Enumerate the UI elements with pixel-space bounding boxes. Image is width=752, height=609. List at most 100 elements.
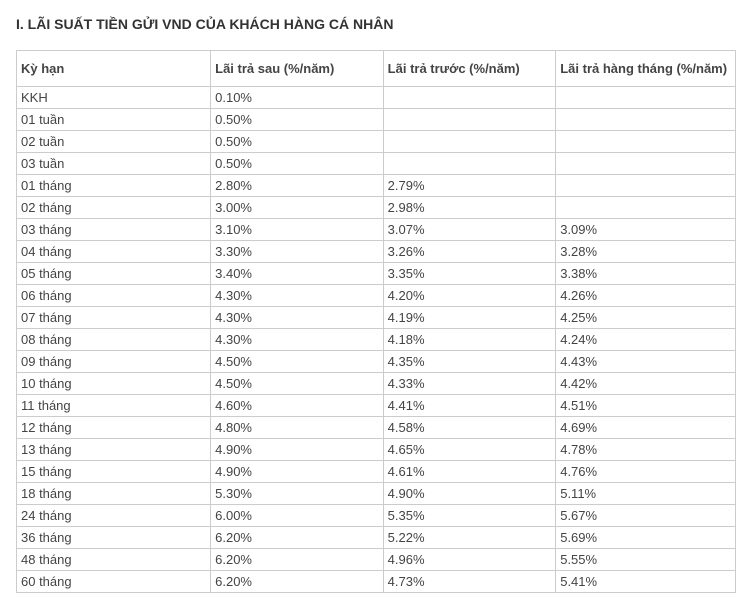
table-row: 02 tuần0.50%	[17, 131, 736, 153]
table-cell: 2.98%	[383, 197, 556, 219]
table-cell: 09 tháng	[17, 351, 211, 373]
table-row: 03 tuần0.50%	[17, 153, 736, 175]
table-cell: 04 tháng	[17, 241, 211, 263]
table-cell: 02 tuần	[17, 131, 211, 153]
table-cell: 12 tháng	[17, 417, 211, 439]
table-cell	[556, 109, 736, 131]
table-cell: 03 tuần	[17, 153, 211, 175]
table-cell: 4.30%	[211, 307, 384, 329]
table-cell: 5.41%	[556, 571, 736, 593]
col-header-rate-before: Lãi trả trước (%/năm)	[383, 51, 556, 87]
table-cell: 2.80%	[211, 175, 384, 197]
table-row: 01 tháng2.80%2.79%	[17, 175, 736, 197]
table-cell: 4.78%	[556, 439, 736, 461]
table-cell: 0.50%	[211, 153, 384, 175]
col-header-term: Kỳ hạn	[17, 51, 211, 87]
table-row: 08 tháng4.30%4.18%4.24%	[17, 329, 736, 351]
table-cell	[556, 175, 736, 197]
table-row: 24 tháng6.00%5.35%5.67%	[17, 505, 736, 527]
table-cell: 5.22%	[383, 527, 556, 549]
table-cell: 4.33%	[383, 373, 556, 395]
table-cell	[383, 153, 556, 175]
table-header-row: Kỳ hạn Lãi trả sau (%/năm) Lãi trả trước…	[17, 51, 736, 87]
table-cell: 4.90%	[211, 461, 384, 483]
table-cell: 4.25%	[556, 307, 736, 329]
table-cell: 4.69%	[556, 417, 736, 439]
table-row: 18 tháng5.30%4.90%5.11%	[17, 483, 736, 505]
table-row: 03 tháng3.10%3.07%3.09%	[17, 219, 736, 241]
table-cell: 0.10%	[211, 87, 384, 109]
table-cell: 5.67%	[556, 505, 736, 527]
table-row: 04 tháng3.30%3.26%3.28%	[17, 241, 736, 263]
table-cell: 4.90%	[383, 483, 556, 505]
table-row: 48 tháng6.20%4.96%5.55%	[17, 549, 736, 571]
table-cell: 01 tháng	[17, 175, 211, 197]
table-cell	[556, 153, 736, 175]
table-cell	[556, 131, 736, 153]
table-cell: KKH	[17, 87, 211, 109]
table-cell: 24 tháng	[17, 505, 211, 527]
table-cell: 18 tháng	[17, 483, 211, 505]
table-cell: 3.28%	[556, 241, 736, 263]
table-cell: 08 tháng	[17, 329, 211, 351]
table-cell: 4.96%	[383, 549, 556, 571]
table-cell: 15 tháng	[17, 461, 211, 483]
table-cell: 4.76%	[556, 461, 736, 483]
table-cell: 3.10%	[211, 219, 384, 241]
table-cell: 4.58%	[383, 417, 556, 439]
table-cell: 4.30%	[211, 329, 384, 351]
table-cell: 4.50%	[211, 351, 384, 373]
col-header-rate-after: Lãi trả sau (%/năm)	[211, 51, 384, 87]
table-cell: 4.20%	[383, 285, 556, 307]
table-cell: 5.35%	[383, 505, 556, 527]
table-cell: 01 tuần	[17, 109, 211, 131]
table-cell	[383, 131, 556, 153]
table-cell: 5.11%	[556, 483, 736, 505]
table-cell: 5.30%	[211, 483, 384, 505]
table-cell: 48 tháng	[17, 549, 211, 571]
table-cell: 4.42%	[556, 373, 736, 395]
table-cell: 3.40%	[211, 263, 384, 285]
table-cell: 3.38%	[556, 263, 736, 285]
table-cell	[556, 197, 736, 219]
table-cell: 3.35%	[383, 263, 556, 285]
table-cell: 4.73%	[383, 571, 556, 593]
table-cell: 6.00%	[211, 505, 384, 527]
table-cell: 10 tháng	[17, 373, 211, 395]
interest-rate-table: Kỳ hạn Lãi trả sau (%/năm) Lãi trả trước…	[16, 50, 736, 593]
table-cell: 0.50%	[211, 131, 384, 153]
table-cell: 36 tháng	[17, 527, 211, 549]
table-cell: 06 tháng	[17, 285, 211, 307]
table-cell: 11 tháng	[17, 395, 211, 417]
table-cell: 3.26%	[383, 241, 556, 263]
table-cell: 02 tháng	[17, 197, 211, 219]
table-cell	[556, 87, 736, 109]
table-cell: 3.00%	[211, 197, 384, 219]
table-row: KKH0.10%	[17, 87, 736, 109]
table-cell: 6.20%	[211, 549, 384, 571]
table-row: 06 tháng4.30%4.20%4.26%	[17, 285, 736, 307]
table-row: 12 tháng4.80%4.58%4.69%	[17, 417, 736, 439]
table-row: 07 tháng4.30%4.19%4.25%	[17, 307, 736, 329]
table-cell: 3.30%	[211, 241, 384, 263]
table-row: 01 tuần0.50%	[17, 109, 736, 131]
table-cell: 0.50%	[211, 109, 384, 131]
table-cell	[383, 87, 556, 109]
table-cell: 4.61%	[383, 461, 556, 483]
table-cell: 2.79%	[383, 175, 556, 197]
table-cell: 5.69%	[556, 527, 736, 549]
table-row: 02 tháng3.00%2.98%	[17, 197, 736, 219]
table-cell: 13 tháng	[17, 439, 211, 461]
section-title: I. LÃI SUẤT TIỀN GỬI VND CỦA KHÁCH HÀNG …	[16, 16, 736, 32]
table-cell: 5.55%	[556, 549, 736, 571]
col-header-rate-monthly: Lãi trả hàng tháng (%/năm)	[556, 51, 736, 87]
table-cell: 6.20%	[211, 571, 384, 593]
table-cell: 07 tháng	[17, 307, 211, 329]
table-cell: 4.19%	[383, 307, 556, 329]
table-cell: 4.51%	[556, 395, 736, 417]
table-cell: 4.50%	[211, 373, 384, 395]
table-row: 09 tháng4.50%4.35%4.43%	[17, 351, 736, 373]
table-cell: 4.65%	[383, 439, 556, 461]
table-row: 15 tháng4.90%4.61%4.76%	[17, 461, 736, 483]
table-cell: 05 tháng	[17, 263, 211, 285]
